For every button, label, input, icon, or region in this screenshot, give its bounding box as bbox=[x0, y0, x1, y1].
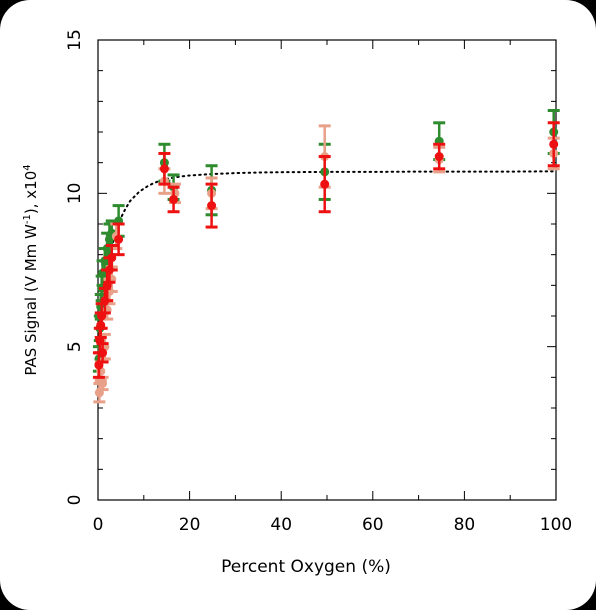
y-tick-label: 0 bbox=[65, 495, 85, 506]
series-3 bbox=[92, 121, 560, 379]
data-point bbox=[169, 194, 179, 204]
data-point bbox=[159, 164, 169, 174]
y-axis-label-exp1: -1 bbox=[22, 214, 33, 224]
y-axis-label: PAS Signal (V Mm W-1), x104 bbox=[22, 164, 40, 375]
plot-frame bbox=[97, 39, 557, 501]
x-tick-label: 100 bbox=[540, 515, 572, 535]
y-axis-label-mid: ), x10 bbox=[22, 171, 40, 214]
x-tick-label: 20 bbox=[179, 515, 201, 535]
x-tick-label: 80 bbox=[454, 515, 476, 535]
data-point bbox=[98, 378, 108, 388]
y-axis-label-main: PAS Signal (V Mm W bbox=[22, 224, 40, 376]
data-points-group bbox=[92, 109, 560, 404]
data-point bbox=[207, 201, 217, 211]
y-tick-label: 10 bbox=[65, 183, 85, 205]
x-tick-label: 0 bbox=[93, 515, 104, 535]
data-point bbox=[114, 234, 124, 244]
x-tick-label: 40 bbox=[270, 515, 292, 535]
data-point bbox=[98, 348, 108, 358]
axis-ticks: 0 20 40 60 80 100 0 5 10 15 bbox=[65, 29, 572, 535]
y-axis-label-exp2: 4 bbox=[22, 164, 33, 170]
data-point bbox=[434, 152, 444, 162]
data-point bbox=[320, 179, 330, 189]
series-1 bbox=[92, 109, 560, 373]
x-tick-label: 60 bbox=[362, 515, 384, 535]
x-axis-label: Percent Oxygen (%) bbox=[221, 557, 391, 577]
y-tick-label: 5 bbox=[65, 341, 85, 352]
y-tick-label: 15 bbox=[65, 29, 85, 51]
data-point bbox=[549, 139, 559, 149]
